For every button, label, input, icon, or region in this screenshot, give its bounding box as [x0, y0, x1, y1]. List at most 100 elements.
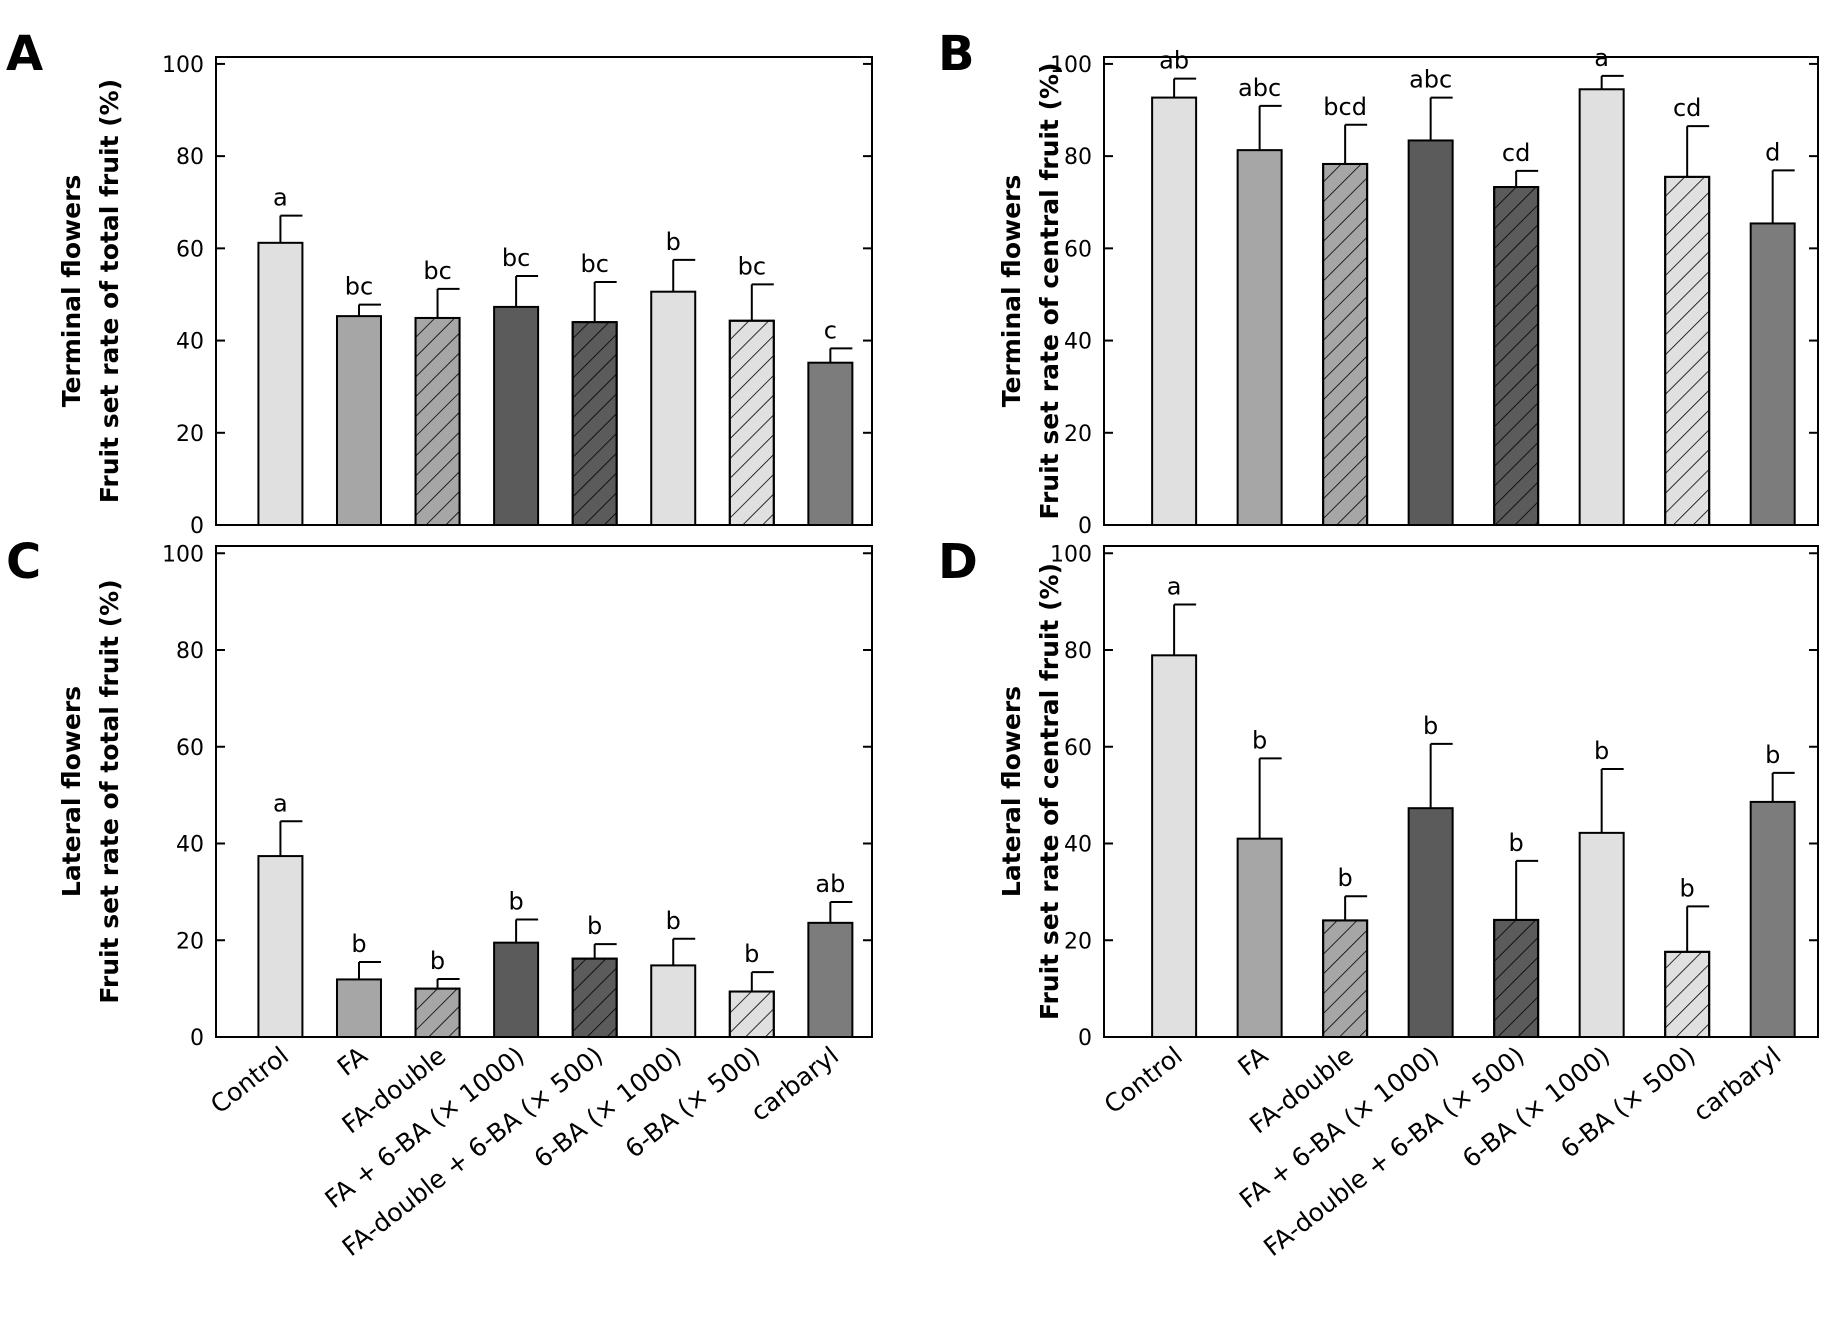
x-tick-label: FA	[1232, 1041, 1273, 1082]
bar	[1236, 149, 1283, 526]
y-tick-label: 60	[1064, 237, 1092, 262]
y-axis-label: Fruit set rate of central fruit (%)	[1035, 563, 1064, 1020]
significance-letter: c	[824, 316, 837, 344]
significance-letter: a	[1594, 44, 1609, 72]
y-tick-label: 80	[1064, 639, 1092, 664]
panel-letter: C	[6, 534, 41, 590]
plot-frame	[1103, 545, 1819, 1038]
bar	[1407, 139, 1454, 527]
x-tick-label: carbaryl	[745, 1041, 844, 1127]
y-tick-label: 40	[176, 330, 204, 355]
y-tick-label: 40	[176, 833, 204, 858]
plot-frame	[215, 56, 873, 526]
significance-letter: b	[744, 940, 759, 968]
significance-letter: b	[1594, 737, 1609, 765]
significance-letter: bc	[502, 244, 530, 272]
y-tick-label: 20	[1064, 422, 1092, 447]
y-tick-label: 100	[1050, 542, 1092, 567]
y-tick-label: 20	[176, 422, 204, 447]
bar	[1578, 88, 1625, 527]
y-tick-label: 60	[176, 736, 204, 761]
significance-letter: bcd	[1323, 93, 1367, 121]
x-tick-label: 6-BA (× 1000)	[1457, 1041, 1615, 1174]
bar-hatch	[571, 321, 618, 526]
significance-letter: bc	[580, 250, 608, 278]
plot-frame	[1103, 56, 1819, 526]
bar	[335, 978, 382, 1039]
significance-letter: b	[1680, 874, 1695, 902]
bar	[1151, 96, 1198, 526]
panel-letter: D	[938, 534, 978, 590]
y-axis-label: Lateral flowers	[997, 686, 1026, 897]
significance-letter: ab	[1159, 47, 1189, 75]
significance-letter: bc	[738, 252, 766, 280]
significance-letter: a	[1167, 573, 1182, 601]
significance-letter: b	[430, 947, 445, 975]
bar-hatch	[1664, 175, 1711, 526]
y-tick-label: 0	[190, 1026, 204, 1051]
plot-frame	[215, 545, 873, 1038]
y-tick-label: 60	[176, 237, 204, 262]
y-tick-label: 100	[1050, 53, 1092, 78]
bar	[1749, 222, 1796, 526]
bar	[1578, 831, 1625, 1039]
y-axis-label: Terminal flowers	[997, 175, 1026, 408]
significance-letter: cd	[1673, 94, 1701, 122]
bar	[257, 241, 304, 526]
significance-letter: b	[666, 228, 681, 256]
y-axis-label: Fruit set rate of total fruit (%)	[95, 79, 124, 503]
y-tick-label: 20	[176, 929, 204, 954]
bar	[1407, 807, 1454, 1038]
y-axis-label: Terminal flowers	[57, 175, 86, 408]
significance-letter: b	[587, 912, 602, 940]
x-tick-label: FA	[332, 1041, 373, 1082]
y-tick-label: 0	[1078, 514, 1092, 539]
y-tick-label: 80	[1064, 145, 1092, 170]
significance-letter: ab	[815, 870, 845, 898]
bar-hatch	[414, 316, 461, 526]
bar-hatch	[414, 987, 461, 1038]
chart-panel-b: B 0 20 40 60 80 100 Terminal flowers Fruit set r…	[938, 26, 1819, 539]
bar	[493, 941, 540, 1038]
bar-hatch	[1493, 186, 1540, 527]
chart-panel-a: A 0 20 40 60 80 100 Terminal flowers Fruit set r…	[6, 26, 873, 539]
bar	[1236, 837, 1283, 1039]
significance-letter: b	[666, 907, 681, 935]
bar	[650, 290, 697, 526]
significance-letter: b	[1509, 829, 1524, 857]
x-tick-label: Control	[205, 1041, 294, 1119]
y-tick-label: 100	[162, 542, 204, 567]
panel-letter: A	[6, 26, 43, 82]
y-tick-label: 80	[176, 639, 204, 664]
bar	[807, 361, 854, 526]
bar	[807, 921, 854, 1038]
x-tick-label: Control	[1099, 1041, 1188, 1119]
bar-hatch	[1664, 950, 1711, 1038]
bar	[257, 855, 304, 1038]
y-tick-label: 0	[1078, 1026, 1092, 1051]
significance-letter: b	[351, 930, 366, 958]
y-tick-label: 80	[176, 145, 204, 170]
bar	[335, 315, 382, 526]
y-axis-label: Fruit set rate of central fruit (%)	[1035, 62, 1064, 519]
y-tick-label: 20	[1064, 929, 1092, 954]
significance-letter: bc	[345, 273, 373, 301]
significance-letter: a	[273, 184, 288, 212]
y-tick-label: 40	[1064, 330, 1092, 355]
significance-letter: b	[1252, 726, 1267, 754]
significance-letter: d	[1765, 138, 1780, 166]
bar	[1749, 800, 1796, 1039]
significance-letter: b	[1338, 864, 1353, 892]
chart-panel-d: D 0 20 40 60 80 100 Lateral flowers Fruit set ra…	[938, 534, 1819, 1262]
y-tick-label: 0	[190, 514, 204, 539]
bar-hatch	[1322, 919, 1369, 1038]
significance-letter: b	[1423, 712, 1438, 740]
chart-panel-c: C 0 20 40 60 80 100 Lateral flowers Fruit set ra…	[6, 534, 873, 1262]
bar-hatch	[1322, 162, 1369, 526]
y-tick-label: 60	[1064, 736, 1092, 761]
significance-letter: bc	[423, 257, 451, 285]
significance-letter: cd	[1502, 139, 1530, 167]
significance-letter: b	[1765, 741, 1780, 769]
significance-letter: abc	[1238, 74, 1281, 102]
